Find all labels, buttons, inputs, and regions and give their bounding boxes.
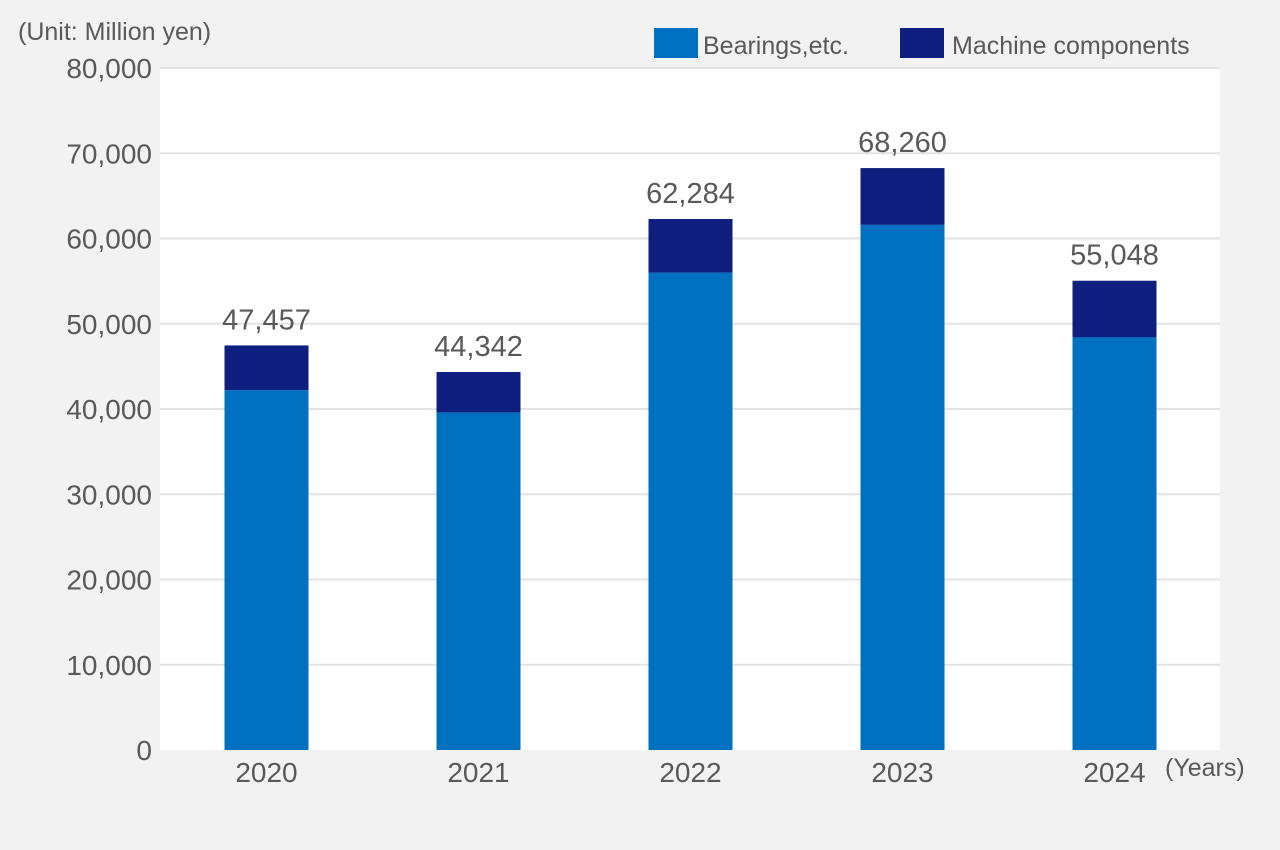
x-tick-label: 2024	[1083, 757, 1145, 788]
bar-machine-components	[224, 345, 309, 391]
y-tick-label: 80,000	[66, 53, 152, 84]
legend-label-machine-components: Machine components	[952, 32, 1190, 60]
total-value-label: 47,457	[222, 304, 311, 336]
legend-label-bearings: Bearings,etc.	[703, 32, 849, 60]
x-tick-label: 2021	[447, 757, 509, 788]
legend-swatch-machine-components	[900, 28, 944, 58]
y-tick-label: 10,000	[66, 650, 152, 681]
bar-bearings	[224, 390, 309, 750]
legend-swatch-bearings	[654, 28, 698, 58]
bars	[224, 168, 1157, 751]
y-axis-ticks: 0 10,000 20,000 30,000 40,000 50,000 60,000 70,…	[66, 53, 152, 766]
bar-bearings	[436, 412, 521, 750]
total-labels: 47,457 44,342 62,284 68,260 55,048	[222, 127, 1159, 363]
y-tick-label: 70,000	[66, 138, 152, 169]
y-tick-label: 60,000	[66, 224, 152, 255]
total-value-label: 44,342	[434, 331, 523, 363]
x-tick-label: 2022	[659, 757, 721, 788]
total-value-label: 55,048	[1070, 240, 1159, 272]
y-tick-label: 40,000	[66, 394, 152, 425]
bar-bearings	[648, 272, 733, 750]
bar-machine-components	[648, 219, 733, 273]
x-tick-label: 2020	[235, 757, 297, 788]
bar-bearings	[1072, 337, 1157, 750]
y-tick-label: 50,000	[66, 309, 152, 340]
bar-bearings	[860, 224, 945, 751]
bar-machine-components	[1072, 280, 1157, 338]
x-unit-label: (Years)	[1165, 754, 1245, 782]
x-axis-ticks: 2020 2021 2022 2023 2024	[235, 757, 1145, 788]
y-unit-label: (Unit: Million yen)	[18, 18, 211, 46]
y-tick-label: 30,000	[66, 479, 152, 510]
legend: Bearings,etc. Machine components	[654, 28, 1190, 60]
y-tick-label: 0	[136, 735, 152, 766]
total-value-label: 68,260	[858, 127, 947, 159]
bar-machine-components	[860, 168, 945, 225]
x-tick-label: 2023	[871, 757, 933, 788]
y-tick-label: 20,000	[66, 565, 152, 596]
bar-machine-components	[436, 371, 521, 413]
total-value-label: 62,284	[646, 178, 735, 210]
